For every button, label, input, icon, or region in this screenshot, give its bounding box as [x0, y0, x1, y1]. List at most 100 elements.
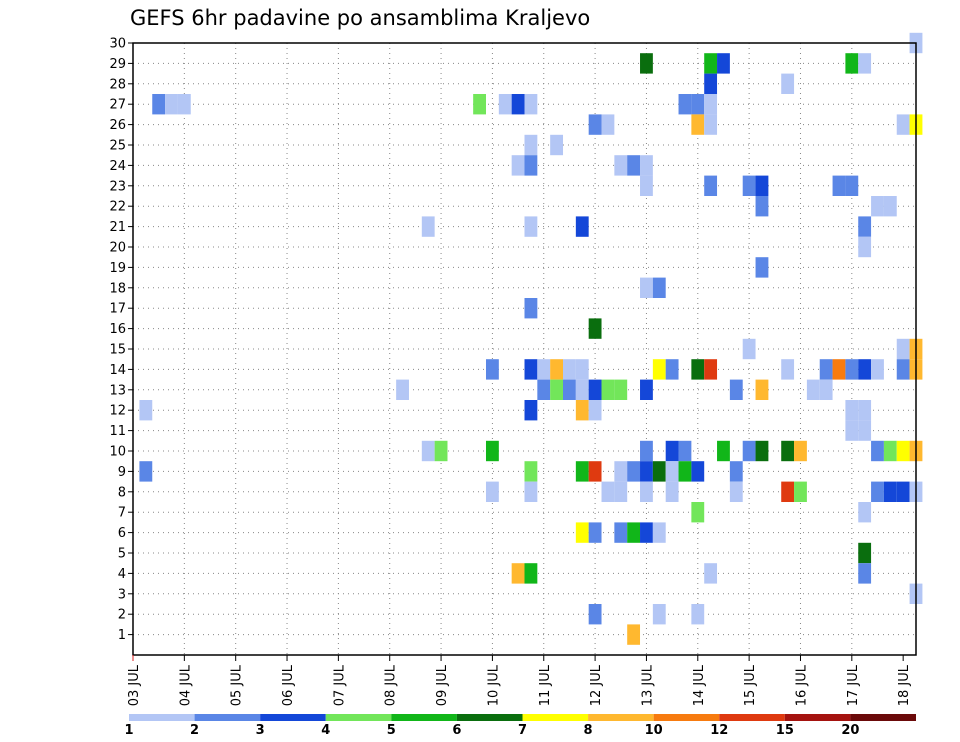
heatmap-cell [588, 522, 602, 543]
cells-layer [139, 32, 923, 645]
heatmap-cell [498, 94, 512, 115]
heatmap-cell [896, 338, 910, 360]
y-axis: 1234567891011121314151617181920212223242… [109, 37, 133, 643]
heatmap-cell [858, 563, 872, 584]
heatmap-cell [537, 359, 551, 380]
heatmap-cell [794, 481, 807, 502]
legend-swatch [194, 714, 261, 721]
y-tick-label: 7 [118, 506, 126, 521]
heatmap-cell [511, 94, 525, 115]
x-tick-label: 12 JUL [589, 664, 604, 706]
heatmap-cell [614, 522, 628, 543]
y-tick-label: 13 [109, 383, 126, 398]
legend-swatch [456, 714, 523, 721]
heatmap-cell [524, 481, 538, 502]
heatmap-cell [652, 461, 666, 482]
heatmap-cell [575, 379, 589, 400]
heatmap-cell [755, 440, 769, 462]
y-tick-label: 26 [109, 118, 126, 133]
heatmap-cell [781, 359, 795, 380]
x-tick-label: 08 JUL [384, 664, 399, 706]
heatmap-cell [601, 481, 615, 502]
heatmap-cell [845, 400, 859, 421]
y-tick-label: 12 [109, 404, 126, 419]
heatmap-cell [691, 114, 705, 135]
heatmap-cell [729, 461, 743, 482]
heatmap-cell [627, 155, 641, 176]
legend-label: 12 [710, 723, 728, 738]
heatmap-cell [550, 134, 564, 156]
legend-label: 10 [645, 723, 663, 738]
heatmap-cell [896, 440, 910, 462]
heatmap-cell [883, 196, 897, 217]
heatmap-cell [819, 379, 833, 400]
heatmap-cell [755, 175, 769, 196]
heatmap-cell [691, 94, 705, 115]
heatmap-cell [781, 440, 795, 462]
legend-label: 4 [321, 723, 330, 738]
x-tick-label: 04 JUL [178, 664, 193, 706]
x-axis: 03 JUL 04 JUL 05 JUL 06 JUL 07 JUL 08 JUL 09 J… [127, 655, 912, 706]
y-tick-label: 19 [109, 261, 126, 276]
heatmap-cell [742, 338, 756, 360]
heatmap-cell [781, 481, 795, 502]
heatmap-cell [665, 440, 679, 462]
heatmap-cell [871, 196, 884, 217]
heatmap-cell [152, 94, 166, 115]
heatmap-cell [691, 502, 705, 523]
heatmap-cell [588, 461, 602, 482]
heatmap-cell [755, 257, 769, 278]
legend-swatch [719, 714, 785, 721]
heatmap-cell [729, 481, 743, 502]
heatmap-cell [896, 114, 910, 135]
heatmap-cell [511, 563, 525, 584]
y-tick-label: 20 [109, 241, 126, 256]
x-tick-label: 07 JUL [332, 664, 347, 706]
heatmap-cell [742, 175, 756, 196]
heatmap-cell [652, 604, 666, 625]
heatmap-cell [421, 216, 435, 237]
heatmap-cell [640, 277, 653, 298]
x-tick-label: 03 JUL [127, 664, 142, 706]
legend-label: 3 [256, 723, 265, 738]
x-tick-label: 16 JUL [794, 664, 809, 706]
heatmap-cell [524, 216, 538, 237]
heatmap-cell [165, 94, 178, 115]
heatmap-cell [858, 216, 872, 237]
heatmap-cell [640, 53, 653, 74]
heatmap-cell [640, 481, 653, 502]
heatmap-cell [524, 359, 538, 380]
legend-swatch [850, 714, 916, 721]
heatmap-cell [614, 379, 628, 400]
y-tick-label: 22 [109, 200, 126, 215]
colorbar-legend: 1 2 3 4 5 6 7 8 10 12 15 20 [124, 714, 916, 738]
heatmap-cell [652, 522, 666, 543]
heatmap-cell [794, 440, 807, 462]
heatmap-cell [550, 379, 564, 400]
legend-label: 6 [452, 723, 461, 738]
legend-swatch [260, 714, 326, 721]
heatmap-cell [627, 522, 641, 543]
heatmap-cell [704, 94, 718, 115]
heatmap-cell [729, 379, 743, 400]
x-tick-label: 13 JUL [640, 664, 655, 706]
heatmap-cell [485, 481, 499, 502]
y-tick-label: 27 [109, 98, 126, 113]
heatmap-cell [678, 461, 692, 482]
heatmap-cell [704, 563, 718, 584]
y-tick-label: 16 [109, 322, 126, 337]
heatmap-cell [883, 481, 897, 502]
chart-title: GEFS 6hr padavine po ansamblima Kraljevo [130, 6, 590, 30]
heatmap-cell [640, 155, 653, 176]
heatmap-cell [896, 481, 910, 502]
y-tick-label: 14 [109, 363, 126, 378]
heatmap-cell [640, 522, 653, 543]
heatmap-cell [614, 155, 628, 176]
heatmap-cell [640, 175, 653, 196]
heatmap-cell [473, 94, 486, 115]
y-tick-label: 24 [109, 159, 126, 174]
heatmap-cell [550, 359, 564, 380]
heatmap-cell [139, 461, 153, 482]
heatmap-cell [601, 114, 615, 135]
